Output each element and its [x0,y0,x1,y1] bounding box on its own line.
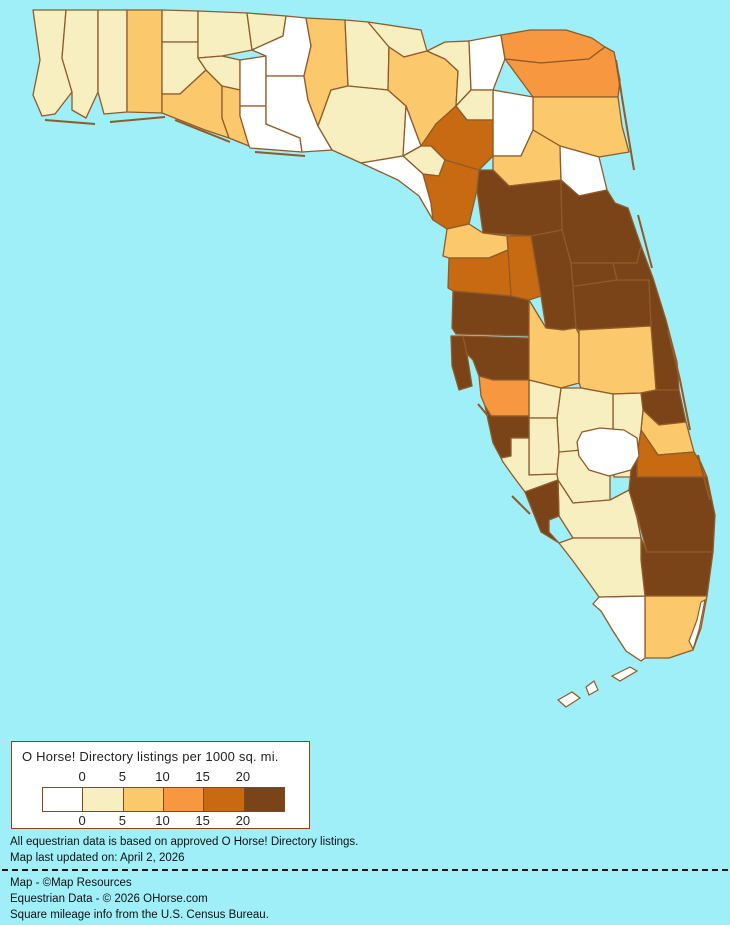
legend-swatch-5 [204,788,245,811]
county-okaloosa [97,9,128,115]
barrier-island-strip-3 [174,119,231,143]
barrier-island-strip-9 [511,495,531,515]
county-holmes [161,9,199,43]
county-collier [558,537,646,598]
county-baker [468,34,506,91]
credit-map-resources: Map - ©Map Resources [10,877,132,889]
legend-tick-top-5: 5 [118,769,126,784]
island-3 [610,666,639,682]
barrier-island-strip-8 [697,454,711,501]
footnote-data-source: All equestrian data is based on approved… [10,836,359,848]
county-santa-rosa [61,9,99,119]
legend-swatch-3 [123,788,164,811]
county-taylor [317,85,407,164]
county-monroe [592,595,646,662]
legend-tick-bottom-5: 5 [118,813,126,828]
legend-tick-top-15: 15 [195,769,210,784]
county-brevard [612,245,680,391]
county-osceola [578,325,657,395]
legend-swatch-4 [163,788,205,811]
barrier-island-strip-10 [477,403,489,417]
barrier-island-strip-4 [254,151,306,157]
legend-tick-bottom-15: 15 [195,813,210,828]
county-pasco [451,290,530,337]
county-orange-county [572,279,652,331]
legend-title: O Horse! Directory listings per 1000 sq.… [22,749,279,764]
legend-swatch-6 [244,788,284,811]
county-levy [422,159,480,230]
legend-color-ramp [42,787,285,812]
island-1 [556,691,582,708]
county-walton [126,9,163,114]
legend-swatch-2 [83,788,124,811]
island-2 [585,680,599,696]
legend-tick-bottom-0: 0 [78,813,86,828]
county-hendry [557,479,642,539]
county-hillsborough [462,335,530,381]
barrier-island-strip-6 [637,214,653,269]
legend-tick-top-10: 10 [155,769,170,784]
island-4 [688,598,706,651]
barrier-island-strip-2 [109,116,166,123]
credit-equestrian-data: Equestrian Data - © 2026 OHorse.com [10,893,208,905]
legend-ticks-bottom: 0 5 10 15 20 [12,813,309,828]
legend-tick-top-0: 0 [78,769,86,784]
county-desoto [528,417,560,476]
barrier-island-strip-5 [615,59,635,171]
county-liberty [239,55,267,107]
footnote-last-updated: Map last updated on: April 2, 2026 [10,852,185,864]
legend-ticks-top: 0 5 10 15 20 [12,769,309,784]
county-volusia [560,179,642,264]
credit-census: Square mileage info from the U.S. Census… [10,909,269,921]
county-jackson [197,10,253,59]
county-lake-okeechobee [576,427,640,477]
legend-tick-bottom-10: 10 [155,813,170,828]
barrier-island-strip-7 [667,329,691,431]
legend-tick-top-20: 20 [235,769,251,784]
legend-swatch-1 [43,788,84,811]
barrier-island-strip-1 [44,119,96,125]
legend: O Horse! Directory listings per 1000 sq.… [11,741,310,829]
dashed-separator [2,869,728,871]
legend-tick-bottom-20: 20 [235,813,251,828]
county-lee [524,479,560,544]
